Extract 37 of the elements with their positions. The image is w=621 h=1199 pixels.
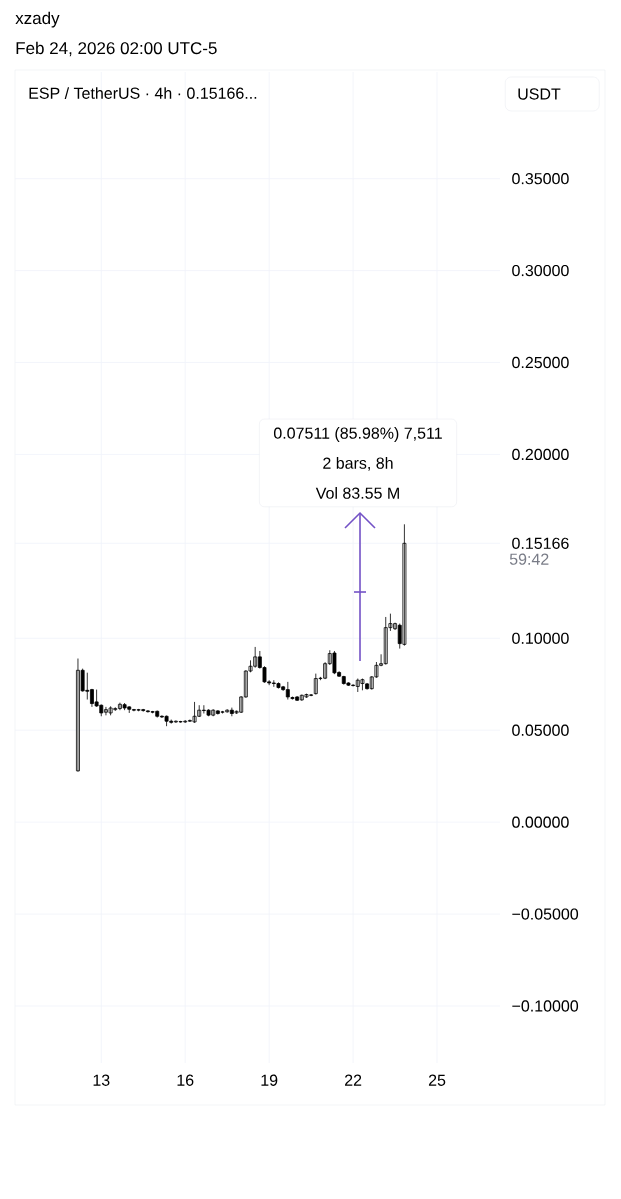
- candlestick: [192, 701, 197, 724]
- x-tick-label: 13: [93, 1074, 110, 1086]
- y-tick-label: 0.30000: [512, 264, 569, 277]
- y-tick-label: −0.10000: [512, 1000, 579, 1012]
- text: 59:42: [509, 553, 549, 565]
- candlestick: [402, 523, 407, 647]
- chart-title: xzady: [15, 11, 60, 28]
- y-tick-label: 0.20000: [512, 448, 569, 461]
- annotation: 2 bars, 8h: [323, 457, 393, 471]
- candlestick: [178, 720, 183, 724]
- y-tick-label: −0.05000: [512, 908, 579, 920]
- x-tick-label: 25: [428, 1074, 446, 1086]
- text: USDT: [518, 88, 561, 100]
- candlestick: [332, 650, 337, 675]
- candlestick: [220, 710, 225, 714]
- candlestick: [136, 708, 141, 712]
- annotation: 0.07511 (85.98%) 7,511: [273, 427, 442, 442]
- candlestick: [122, 702, 127, 711]
- y-tick-label: 0.10000: [512, 632, 569, 644]
- candlestick: [276, 682, 281, 689]
- candlestick: [150, 710, 155, 714]
- y-tick-label: 0.25000: [512, 356, 569, 369]
- y-tick-label: 0.05000: [512, 724, 569, 736]
- y-tick-label: 0.35000: [512, 172, 569, 185]
- candlestick: [360, 678, 365, 691]
- y-tick-label: 0.00000: [512, 816, 569, 828]
- x-tick-label: 22: [345, 1074, 362, 1086]
- x-tick-label: 16: [177, 1074, 194, 1086]
- y-tick-label: 0.15166: [512, 537, 569, 549]
- candlestick: [164, 715, 169, 727]
- x-tick-label: 19: [261, 1074, 278, 1086]
- candlestick: [108, 705, 113, 716]
- annotation: Vol 83.55 M: [315, 487, 399, 499]
- candlestick: [206, 708, 211, 717]
- annotation: ESP / TetherUS · 4h · 0.15166...: [29, 87, 257, 99]
- candlestick: [304, 693, 309, 699]
- chart-subtitle: Feb 24, 2026 02:00 UTC-5: [16, 41, 217, 57]
